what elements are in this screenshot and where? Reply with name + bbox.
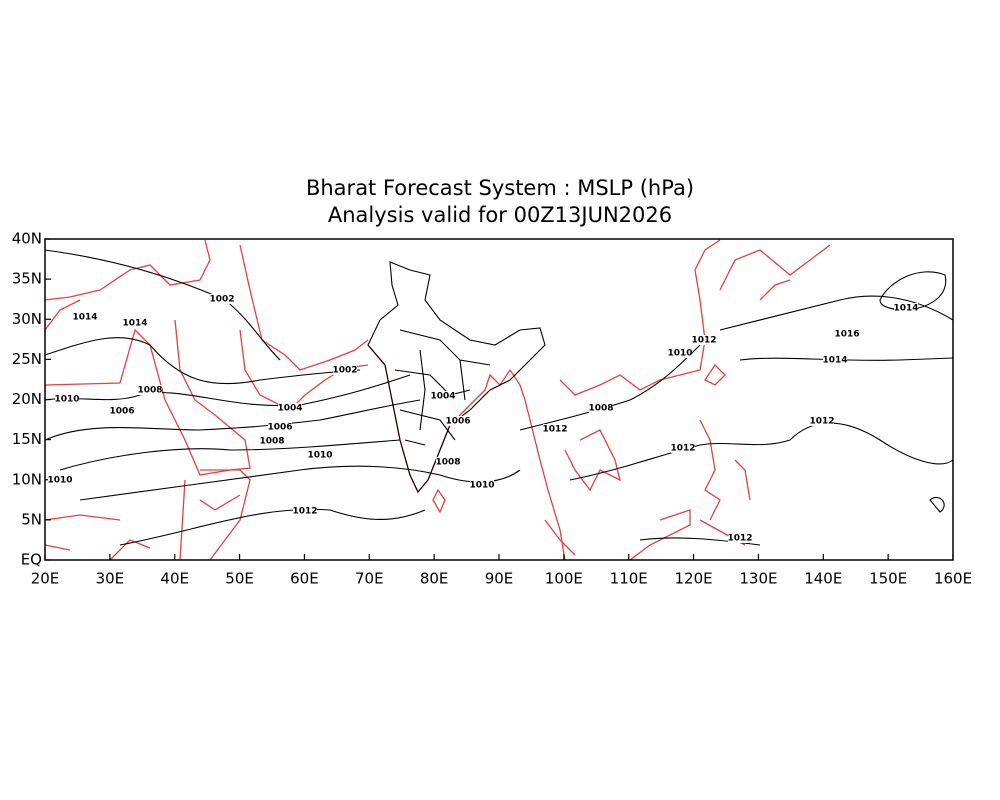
contour-label: 1010	[667, 349, 692, 359]
x-tick-label: 40E	[160, 570, 189, 588]
contour-label: 1004	[430, 392, 455, 402]
contour-label: 1014	[893, 304, 918, 314]
contour-label: 1014	[822, 356, 847, 366]
x-tick-label: 70E	[355, 570, 384, 588]
x-tick-label: 160E	[934, 570, 972, 588]
contour-label: 1002	[209, 295, 234, 305]
contour-label-bg	[110, 406, 134, 416]
contour-label-bg	[543, 424, 567, 434]
y-tick-label: 20N	[12, 390, 42, 408]
contour-label-bg	[48, 475, 72, 485]
contour-label: 1006	[267, 423, 292, 433]
y-tick-label: 35N	[12, 270, 42, 288]
contour-label: 1008	[588, 404, 613, 414]
contour-label-bg	[436, 457, 460, 467]
contour-label-bg	[333, 365, 357, 375]
contour-label-bg	[835, 329, 859, 339]
x-tick-label: 90E	[485, 570, 514, 588]
title: Bharat Forecast System : MSLP (hPa)	[306, 176, 694, 200]
contour-label: 1010	[469, 481, 494, 491]
y-tick-label: 5N	[21, 510, 42, 528]
contour-label-bg	[73, 312, 97, 322]
contour-label-bg	[278, 403, 302, 413]
contour-label: 1014	[122, 319, 147, 329]
contour-label: 1006	[445, 417, 470, 427]
x-tick-label: 50E	[225, 570, 254, 588]
contour-label: 1002	[332, 366, 357, 376]
x-tick-label: 150E	[869, 570, 907, 588]
contour-label-bg	[823, 355, 847, 365]
contour-label-bg	[293, 506, 317, 516]
contour-label: 1012	[691, 336, 716, 346]
contour-label-bg	[728, 533, 752, 543]
y-tick-label: 15N	[12, 430, 42, 448]
contour-label-bg	[210, 294, 234, 304]
contour-label-bg	[268, 422, 292, 432]
india-boundaries	[367, 261, 546, 494]
contour-label: 1008	[435, 458, 460, 468]
contour-label: 1010	[47, 476, 72, 486]
contour-label-bg	[589, 403, 613, 413]
contour-label: 1008	[259, 437, 284, 447]
contour-label-bg	[431, 391, 455, 401]
contour-label-bg	[260, 436, 284, 446]
contour-label-bg	[668, 348, 692, 358]
contour-label: 1014	[72, 313, 97, 323]
contour-label-bg	[470, 480, 494, 490]
contour-label-bg	[138, 385, 162, 395]
contour-label-bg	[308, 450, 332, 460]
contour-label: 1016	[834, 330, 859, 340]
contour-label-bg	[671, 443, 695, 453]
y-tick-label: 40N	[12, 230, 42, 248]
contour-label: 1012	[292, 507, 317, 517]
contour-label: 1012	[727, 534, 752, 544]
contour-label-bg	[692, 335, 716, 345]
x-tick-label: 110E	[610, 570, 648, 588]
subtitle: Analysis valid for 00Z13JUN2026	[328, 203, 672, 227]
x-tick-label: 20E	[31, 570, 60, 588]
y-tick-label: 10N	[12, 470, 42, 488]
x-tick-label: 120E	[675, 570, 713, 588]
contour-label: 1004	[277, 404, 302, 414]
contour-label-bg	[810, 416, 834, 426]
contour-label: 1010	[307, 451, 332, 461]
contour-label: 1012	[809, 417, 834, 427]
contour-label-bg	[55, 394, 79, 404]
y-tick-label: EQ	[21, 551, 42, 569]
contour-label: 1008	[137, 386, 162, 396]
contour-label-bg	[894, 303, 918, 313]
contour-label: 1012	[670, 444, 695, 454]
contour-label-bg	[446, 416, 470, 426]
x-tick-label: 140E	[804, 570, 842, 588]
contour-label: 1010	[54, 395, 79, 405]
contour-label-bg	[123, 318, 147, 328]
contour-label: 1006	[109, 407, 134, 417]
x-tick-label: 60E	[290, 570, 319, 588]
x-tick-label: 30E	[96, 570, 125, 588]
contour-label: 1012	[542, 425, 567, 435]
y-tick-label: 30N	[12, 310, 42, 328]
y-tick-label: 25N	[12, 350, 42, 368]
x-tick-label: 80E	[420, 570, 449, 588]
x-tick-label: 130E	[739, 570, 777, 588]
x-tick-label: 100E	[545, 570, 583, 588]
